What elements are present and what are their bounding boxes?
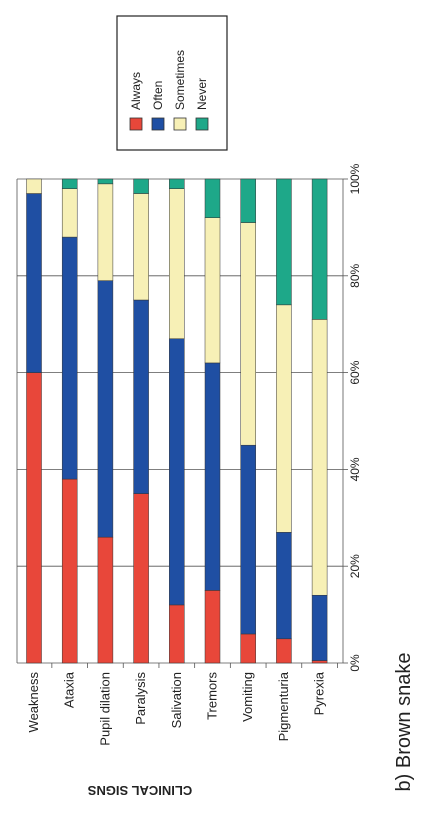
legend: Always Often Sometimes Never (116, 15, 228, 151)
x-axis-title: CLINICAL SIGNS (87, 783, 192, 798)
y-tick-label: 80% (348, 263, 362, 287)
y-tick-label: 100% (348, 163, 362, 194)
bar-segment-sometimes (133, 193, 149, 301)
bar-segment-never (204, 178, 221, 218)
bar-segment-sometimes (169, 188, 185, 339)
category-label: Pigmenturia (276, 671, 291, 741)
legend-swatch-often (151, 117, 165, 131)
category-label: Salivation (169, 672, 184, 728)
bar-segment-sometimes (240, 222, 256, 446)
bar-segment-always (204, 590, 221, 664)
bar-segment-sometimes (276, 304, 292, 533)
bar-segment-often (26, 193, 42, 373)
legend-label-always: Always (129, 72, 143, 110)
category-label: Ataxia (62, 671, 77, 708)
bar-segment-often (240, 444, 256, 635)
legend-label-sometimes: Sometimes (173, 50, 187, 110)
legend-entries: Always Often Sometimes Never (129, 50, 209, 131)
bar-segment-often (97, 280, 114, 538)
bar-segment-always (276, 638, 292, 664)
bar-segment-sometimes (97, 183, 114, 281)
bar-segment-always (169, 604, 185, 664)
legend-swatch-sometimes (173, 117, 187, 131)
bar-segment-always (97, 536, 114, 664)
bar-segment-never (240, 178, 256, 223)
bar-segment-always (61, 478, 78, 664)
category-label: Pyrexia (312, 671, 327, 715)
category-label: Weakness (26, 672, 41, 733)
y-tick-labels: 0% 20% 40% 60% 80% 100% (348, 163, 362, 671)
legend-swatch-always (129, 117, 143, 131)
bar-segment-often (169, 338, 185, 606)
bar-segment-often (204, 362, 221, 591)
plot-area (16, 178, 348, 668)
y-tick-label: 20% (348, 554, 362, 578)
y-tick-label: 0% (348, 654, 362, 672)
category-label: Tremors (205, 672, 220, 720)
bar-segment-never (61, 178, 78, 189)
bar-segment-always (133, 493, 149, 664)
bar-segment-never (311, 178, 328, 320)
bar-segment-never (169, 178, 185, 189)
bar-segment-sometimes (311, 319, 328, 596)
bar-segment-always (311, 660, 328, 664)
bar-segment-always (240, 633, 256, 664)
legend-label-often: Often (151, 81, 165, 110)
y-tick-label: 60% (348, 360, 362, 384)
bar-segment-never (97, 178, 114, 185)
bar-segment-never (276, 178, 292, 306)
bar-segment-sometimes (26, 178, 42, 194)
legend-label-never: Never (195, 78, 209, 110)
bar-segment-often (276, 532, 292, 640)
category-label: Paralysis (133, 672, 148, 725)
category-labels: Weakness Ataxia Pupil dilation Paralysis Sal… (26, 671, 327, 745)
bar-segment-always (26, 372, 42, 664)
category-label: Vomiting (240, 672, 255, 722)
chart-caption: b) Brown snake (393, 653, 415, 792)
bar-segment-often (61, 236, 78, 480)
bar-segment-often (133, 299, 149, 494)
legend-swatch-never (195, 117, 209, 131)
category-label: Pupil dilation (97, 672, 112, 746)
bar-segment-never (133, 178, 149, 194)
bar-segment-often (311, 594, 328, 661)
bar-segment-sometimes (61, 188, 78, 238)
y-tick-label: 40% (348, 457, 362, 481)
bar-segment-sometimes (204, 217, 221, 364)
